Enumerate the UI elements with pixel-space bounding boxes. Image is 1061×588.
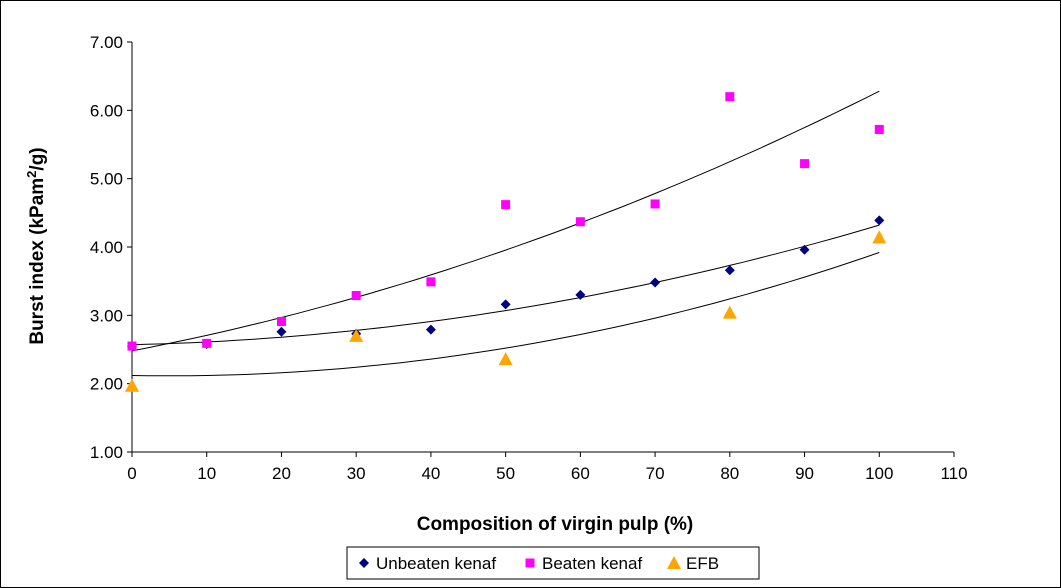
legend-items: Unbeaten kenaf Beaten kenaf EFB [359, 554, 719, 573]
trendline-efb [131, 252, 880, 377]
efb-point [125, 378, 139, 392]
x-tick-label: 40 [421, 464, 440, 483]
y-tick-label: 6.00 [90, 101, 123, 120]
beaten-kenaf-point [575, 217, 585, 227]
efb-point [872, 230, 887, 244]
x-axis-title: Composition of virgin pulp (%) [417, 514, 694, 535]
y-tick-label: 1.00 [90, 443, 123, 462]
x-tick-label: 80 [720, 464, 739, 483]
x-tick-label: 30 [347, 464, 366, 483]
beaten-kenaf-point [800, 159, 810, 169]
unbeaten-kenaf-point [575, 289, 586, 300]
y-axis-title-sup: 2 [24, 171, 39, 178]
unbeaten-kenaf-point [500, 299, 511, 310]
axes [131, 42, 954, 453]
y-tick-label: 2.00 [90, 375, 123, 394]
x-tick-label: 90 [795, 464, 814, 483]
legend-label-unbeaten-kenaf: Unbeaten kenaf [376, 554, 496, 573]
legend-label-efb: EFB [686, 554, 719, 573]
x-tick-label: 0 [127, 464, 136, 483]
beaten-kenaf-point [127, 341, 137, 351]
legend-marker-unbeaten-kenaf [359, 558, 369, 568]
x-tick-label: 110 [940, 464, 967, 483]
trendline-beaten-kenaf [131, 90, 880, 352]
beaten-kenaf-point [650, 199, 660, 209]
unbeaten-kenaf-point [276, 326, 287, 337]
legend-marker-efb [667, 556, 681, 569]
y-axis-title-end: /g) [27, 147, 48, 170]
y-axis-title: Burst index (kPam2/g) [24, 147, 48, 344]
x-tick-label: 70 [646, 464, 665, 483]
beaten-kenaf-point [276, 316, 286, 326]
legend-marker-beaten-kenaf [525, 558, 535, 568]
x-tick-label: 20 [272, 464, 291, 483]
beaten-kenaf-point [426, 277, 436, 287]
unbeaten-kenaf-point [874, 215, 885, 226]
beaten-kenaf-point [725, 92, 735, 102]
data-points [125, 92, 887, 392]
x-tick-label: 10 [197, 464, 216, 483]
beaten-kenaf-point [202, 338, 212, 348]
efb-point [498, 352, 513, 366]
legend-label-beaten-kenaf: Beaten kenaf [542, 554, 642, 573]
efb-point [722, 305, 737, 319]
y-tick-label: 5.00 [90, 170, 123, 189]
unbeaten-kenaf-point [724, 265, 735, 276]
y-tick-label: 4.00 [90, 238, 123, 257]
unbeaten-kenaf-point [799, 244, 810, 255]
trendline-unbeaten-kenaf [131, 224, 880, 346]
unbeaten-kenaf-point [650, 277, 661, 288]
trendlines [131, 90, 880, 377]
y-tick-label: 7.00 [90, 33, 123, 52]
legend: Unbeaten kenaf Beaten kenaf EFB [346, 546, 760, 580]
x-tick-label: 50 [496, 464, 515, 483]
x-tick-label: 60 [571, 464, 590, 483]
beaten-kenaf-point [874, 124, 884, 134]
y-axis-title-main: Burst index (kPam [27, 178, 48, 345]
ticks: 1.00 2.00 3.00 4.00 5.00 6.00 7.00 0 10 20 30 40 50 6… [90, 33, 968, 483]
beaten-kenaf-point [351, 291, 361, 301]
y-tick-label: 3.00 [90, 306, 123, 325]
efb-point [349, 328, 364, 342]
x-tick-label: 100 [865, 464, 893, 483]
legend-box [346, 546, 760, 580]
beaten-kenaf-point [501, 200, 511, 210]
unbeaten-kenaf-point [425, 324, 436, 335]
